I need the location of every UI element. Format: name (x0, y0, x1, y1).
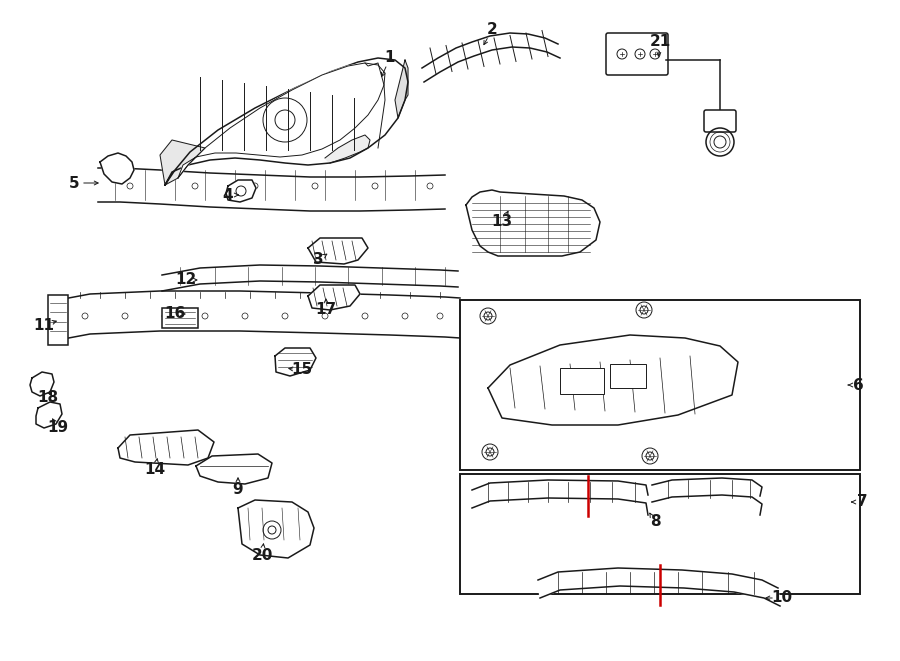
Text: 12: 12 (176, 272, 196, 288)
Text: 8: 8 (650, 514, 661, 529)
Text: 5: 5 (68, 176, 79, 190)
Text: 1: 1 (385, 50, 395, 65)
Polygon shape (100, 153, 134, 184)
Polygon shape (275, 348, 316, 376)
Text: 9: 9 (233, 483, 243, 498)
Polygon shape (395, 60, 408, 118)
Text: 13: 13 (491, 215, 513, 229)
Text: 11: 11 (33, 317, 55, 332)
Text: 15: 15 (292, 362, 312, 377)
Circle shape (482, 444, 498, 460)
Polygon shape (160, 140, 205, 185)
Text: 6: 6 (852, 377, 863, 393)
Polygon shape (196, 454, 272, 484)
Polygon shape (30, 372, 54, 396)
Bar (460, 300, 860, 470)
Text: 7: 7 (857, 494, 868, 510)
Text: 16: 16 (165, 307, 185, 321)
Text: 21: 21 (650, 34, 670, 50)
Text: 2: 2 (487, 22, 498, 38)
Text: 18: 18 (38, 391, 58, 405)
Text: 20: 20 (251, 547, 273, 563)
Polygon shape (58, 291, 460, 340)
Text: 3: 3 (312, 253, 323, 268)
Polygon shape (652, 478, 762, 515)
Polygon shape (162, 265, 458, 291)
Text: 4: 4 (222, 188, 233, 202)
Bar (460, 474, 860, 594)
Text: 17: 17 (315, 303, 337, 317)
Polygon shape (472, 480, 648, 515)
Text: 10: 10 (771, 590, 793, 605)
Polygon shape (36, 402, 62, 428)
Bar (560, 368, 604, 394)
Polygon shape (308, 285, 360, 310)
FancyBboxPatch shape (704, 110, 736, 132)
Text: 19: 19 (48, 420, 68, 436)
Polygon shape (488, 335, 738, 425)
Polygon shape (238, 500, 314, 558)
Polygon shape (165, 58, 408, 185)
Circle shape (642, 448, 658, 464)
Polygon shape (226, 180, 256, 202)
Polygon shape (178, 63, 385, 178)
Polygon shape (308, 238, 368, 264)
Text: 14: 14 (144, 463, 166, 477)
FancyBboxPatch shape (606, 33, 668, 75)
Polygon shape (118, 430, 214, 465)
Polygon shape (422, 33, 560, 82)
Bar (162, 308, 198, 328)
Circle shape (636, 302, 652, 318)
Polygon shape (325, 135, 370, 163)
Circle shape (480, 308, 496, 324)
Bar (48, 295, 68, 345)
Polygon shape (98, 168, 445, 211)
Polygon shape (466, 190, 600, 256)
Polygon shape (538, 568, 780, 606)
Bar (610, 364, 646, 388)
